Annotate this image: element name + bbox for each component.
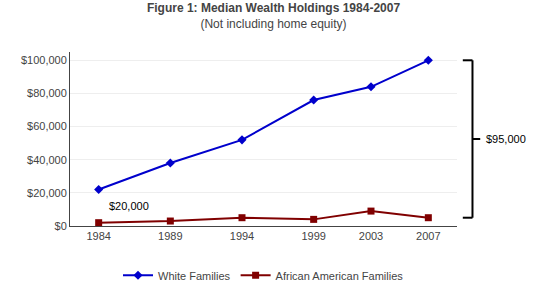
svg-text:$95,000: $95,000 [486, 133, 526, 145]
svg-text:White Families: White Families [158, 270, 231, 282]
svg-text:Figure 1: Median Wealth Holdin: Figure 1: Median Wealth Holdings 1984-20… [147, 1, 401, 31]
svg-text:$40,000: $40,000 [27, 154, 67, 166]
svg-text:2003: 2003 [359, 230, 383, 242]
svg-text:$0: $0 [55, 220, 67, 232]
svg-text:1994: 1994 [230, 230, 254, 242]
svg-text:African American Families: African American Families [276, 270, 404, 282]
svg-text:$20,000: $20,000 [27, 187, 67, 199]
svg-text:2007: 2007 [416, 230, 440, 242]
svg-text:$80,000: $80,000 [27, 87, 67, 99]
svg-text:$100,000: $100,000 [21, 54, 67, 66]
svg-text:1999: 1999 [301, 230, 325, 242]
svg-text:$20,000: $20,000 [109, 200, 149, 212]
svg-text:1984: 1984 [86, 230, 110, 242]
svg-text:$60,000: $60,000 [27, 120, 67, 132]
svg-text:1989: 1989 [158, 230, 182, 242]
